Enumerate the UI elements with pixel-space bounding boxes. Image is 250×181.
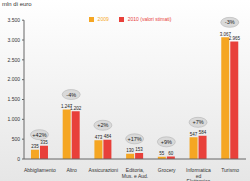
svg-text:130: 130 (126, 148, 134, 153)
html-text:mln di euro: mln di euro (2, 1, 32, 7)
svg-text:2.000: 2.000 (8, 76, 20, 82)
svg-text:Turismo: Turismo (221, 167, 239, 173)
svg-text:153: 153 (135, 147, 143, 152)
svg-text:1.500: 1.500 (8, 96, 20, 102)
svg-text:-4%: -4% (66, 92, 76, 98)
svg-text:InformaticaedElettronica: InformaticaedElettronica (186, 167, 211, 181)
svg-text:Assicurazioni: Assicurazioni (89, 167, 118, 173)
svg-text:500: 500 (12, 136, 21, 142)
html-text:2009: 2009 (97, 16, 109, 22)
svg-text:Editoria,Mus. e Aud.: Editoria,Mus. e Aud. (122, 167, 148, 179)
svg-text:+17%: +17% (128, 136, 142, 142)
svg-text:60: 60 (168, 151, 174, 156)
svg-text:55: 55 (159, 151, 165, 156)
svg-text:1.202: 1.202 (70, 106, 82, 111)
svg-text:547: 547 (190, 132, 198, 137)
svg-text:3.067: 3.067 (219, 31, 231, 37)
svg-text:235: 235 (31, 144, 39, 149)
svg-text:Altro: Altro (66, 167, 77, 173)
svg-text:+2%: +2% (97, 122, 108, 128)
svg-text:584: 584 (199, 130, 207, 135)
svg-text:-3%: -3% (225, 19, 235, 25)
svg-text:3.500: 3.500 (8, 17, 20, 23)
svg-text:Abbigliamento: Abbigliamento (24, 167, 56, 173)
svg-text:2.500: 2.500 (8, 57, 20, 63)
svg-text:473: 473 (95, 135, 103, 140)
svg-text:484: 484 (104, 134, 112, 139)
svg-text:+7%: +7% (192, 119, 203, 125)
html-text:2010 (valori stimati): 2010 (valori stimati) (127, 16, 172, 22)
svg-text:+42%: +42% (32, 132, 46, 138)
svg-text:3.000: 3.000 (8, 37, 20, 43)
svg-text:1.000: 1.000 (8, 116, 20, 122)
svg-text:0: 0 (17, 156, 20, 162)
svg-text:+9%: +9% (161, 139, 172, 145)
svg-text:Grocery: Grocery (158, 167, 176, 173)
svg-text:2.965: 2.965 (229, 36, 241, 41)
svg-text:335: 335 (40, 140, 48, 145)
svg-text:1.247: 1.247 (61, 104, 73, 109)
